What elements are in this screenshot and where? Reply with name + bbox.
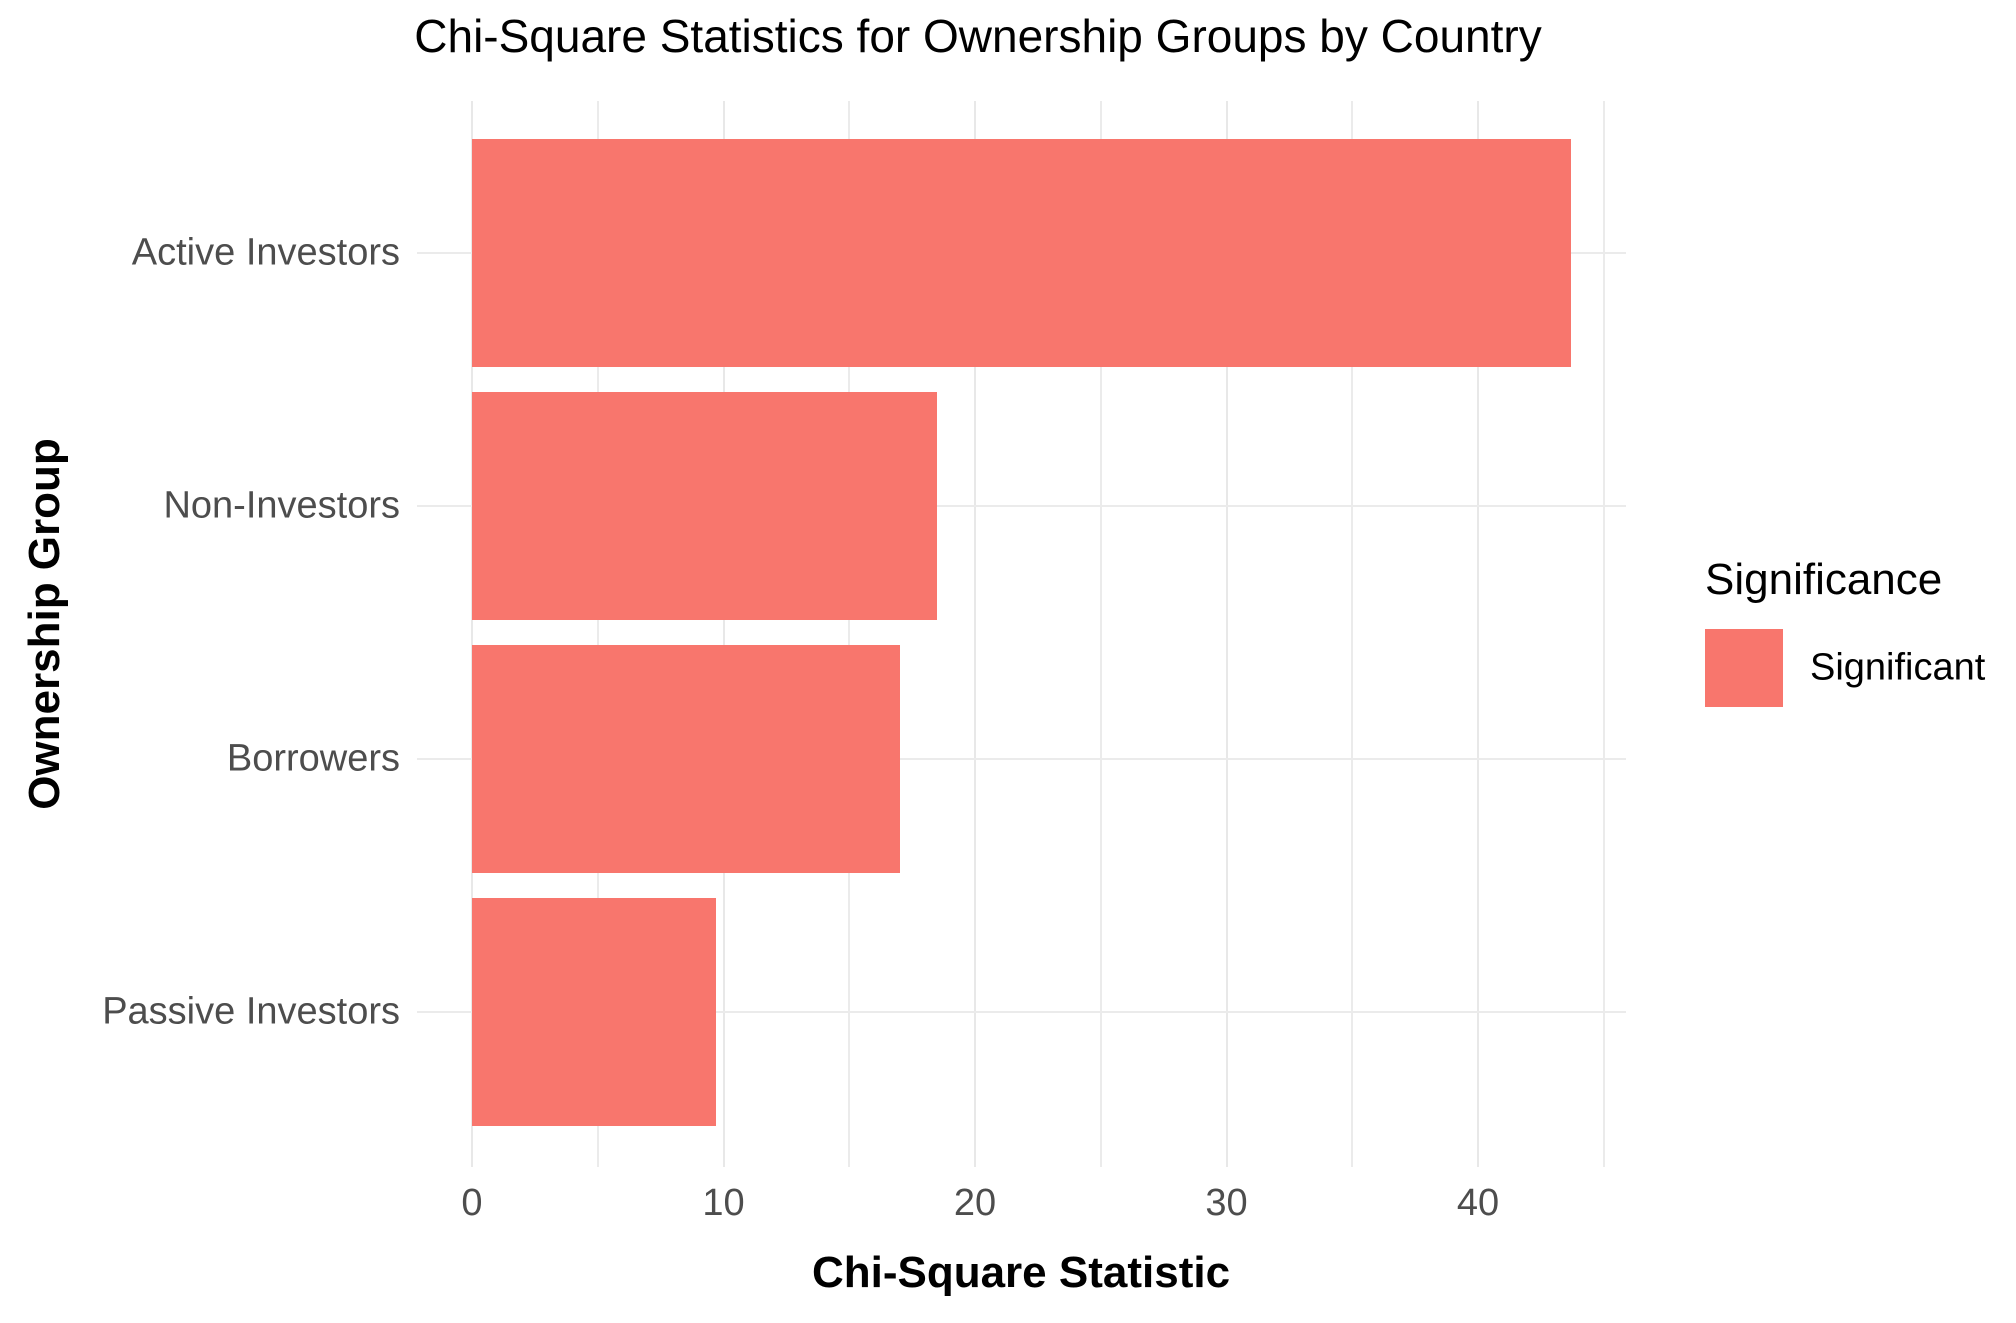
x-tick-label-30: 30: [1205, 1182, 1248, 1224]
major-gridline-y-3: [417, 1011, 1626, 1013]
bar-active-investors: [472, 139, 1572, 367]
legend-title: Significance: [1705, 555, 1943, 604]
y-axis-title: Ownership Group: [20, 438, 69, 810]
legend-swatch: [1705, 629, 1783, 707]
major-gridline-x-30: [1225, 101, 1228, 1167]
bar-borrowers: [472, 645, 900, 873]
minor-gridline-x-45: [1602, 101, 1605, 1167]
minor-gridline-x-5: [596, 101, 599, 1167]
major-gridline-x-40: [1477, 101, 1479, 1167]
major-gridline-x-20: [974, 101, 976, 1167]
bar-passive-investors: [472, 898, 716, 1126]
legend: Significance Significant: [1705, 555, 1985, 707]
legend-label: Significant: [1810, 646, 1986, 689]
minor-gridline-x-15: [848, 101, 851, 1167]
bar-non-investors: [472, 392, 938, 620]
legend-entry: Significant: [1705, 629, 1985, 707]
minor-gridline-x-35: [1351, 101, 1354, 1167]
major-gridline-x-0: [471, 101, 473, 1167]
x-tick-label-40: 40: [1456, 1182, 1500, 1224]
chart-title: Chi-Square Statistics for Ownership Grou…: [414, 10, 1542, 62]
x-tick-label-20: 20: [953, 1182, 997, 1224]
y-category-label-0: Active Investors: [131, 231, 400, 274]
major-gridline-x-10: [722, 101, 725, 1167]
x-axis-title: Chi-Square Statistic: [811, 1248, 1231, 1297]
major-gridline-y-2: [417, 758, 1626, 760]
y-category-label-3: Passive Investors: [102, 990, 400, 1033]
minor-gridline-x-25: [1099, 101, 1102, 1167]
x-tick-label-0: 0: [461, 1182, 483, 1224]
y-category-label-2: Borrowers: [226, 737, 400, 780]
x-tick-label-10: 10: [702, 1182, 745, 1224]
y-category-label-1: Non-Investors: [163, 484, 400, 527]
plot-panel: [417, 101, 1626, 1167]
major-gridline-y-1: [417, 505, 1626, 507]
